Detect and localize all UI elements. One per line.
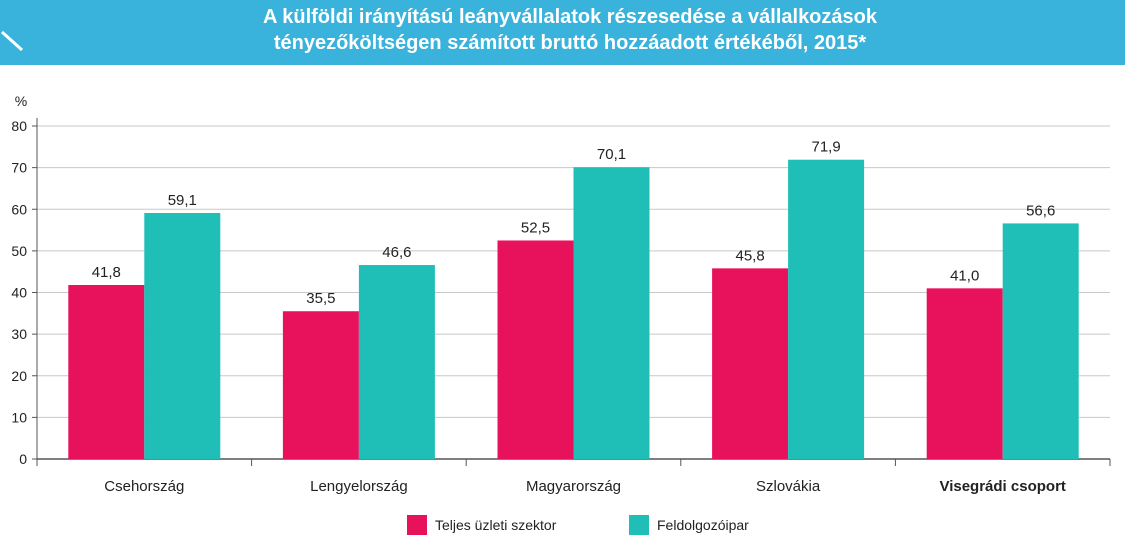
y-tick-label: 0 <box>19 451 27 467</box>
corner-slash-decoration <box>0 30 24 52</box>
data-label: 46,6 <box>382 244 411 261</box>
data-label: 45,8 <box>735 247 764 264</box>
bars <box>68 159 1079 460</box>
x-category-label: Szlovákia <box>756 478 821 495</box>
bar <box>497 240 574 459</box>
legend-label: Teljes üzleti szektor <box>435 517 557 533</box>
title-banner: A külföldi irányítású leányvállalatok ré… <box>0 0 1125 65</box>
chart-title-line-2: tényezőköltségen számított bruttó hozzáa… <box>273 32 867 54</box>
data-label: 35,5 <box>306 290 335 307</box>
y-tick-label: 60 <box>11 201 27 217</box>
bar <box>1002 223 1079 459</box>
bar <box>68 285 145 459</box>
legend: Teljes üzleti szektor Feldolgozóipar <box>407 515 749 535</box>
x-category-label: Lengyelország <box>310 478 408 495</box>
y-tick-label: 40 <box>11 285 27 301</box>
data-label: 41,0 <box>950 267 979 284</box>
bar <box>712 268 789 459</box>
y-tick-label: 50 <box>11 243 27 259</box>
chart-title: A külföldi irányítású leányvállalatok ré… <box>140 4 1000 56</box>
bar <box>926 288 1003 459</box>
y-tick-label: 80 <box>11 118 27 134</box>
x-category-label: Csehország <box>104 478 184 495</box>
bar <box>573 167 650 460</box>
bar <box>358 265 435 459</box>
bar <box>282 311 359 459</box>
legend-label: Feldolgozóipar <box>657 517 749 533</box>
y-tick-label: 30 <box>11 326 27 342</box>
chart-title-line-1: A külföldi irányítású leányvállalatok ré… <box>262 6 877 28</box>
y-axis-unit-label: % <box>15 93 27 109</box>
data-label: 71,9 <box>811 139 840 156</box>
data-label: 59,1 <box>168 192 197 209</box>
data-label: 70,1 <box>597 146 626 163</box>
y-tick-label: 20 <box>11 368 27 384</box>
data-label: 41,8 <box>92 264 121 281</box>
bar <box>144 212 221 459</box>
data-label: 52,5 <box>521 219 550 236</box>
labels: 41,8 59,1 Csehország 35,5 46,6 Lengyelország 5… <box>92 139 1066 495</box>
y-tick-label: 70 <box>11 160 27 176</box>
bar <box>788 159 865 459</box>
legend-swatch <box>629 515 649 535</box>
legend-swatch <box>407 515 427 535</box>
y-tick-label: 10 <box>11 409 27 425</box>
x-category-label: Visegrádi csoport <box>939 478 1065 495</box>
data-label: 56,6 <box>1026 202 1055 219</box>
x-category-label: Magyarország <box>526 478 621 495</box>
